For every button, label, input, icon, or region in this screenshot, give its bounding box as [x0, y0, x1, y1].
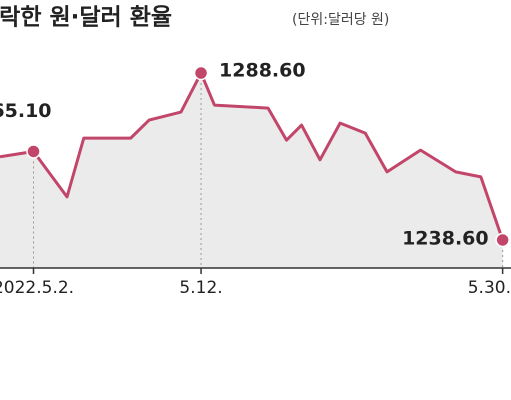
point [495, 232, 510, 248]
value-label: 1288.60 [219, 60, 306, 82]
value-label: 1238.60 [402, 227, 489, 249]
area [0, 73, 503, 268]
chart-title: 급락한 원·달러 환율 [0, 5, 172, 31]
value-label: 1265.10 [0, 100, 52, 122]
chart-subtitle: (단위:달러당 원) [292, 12, 389, 28]
x-tick-label: 5.12. [179, 278, 222, 298]
x-tick-label: 5.30. [468, 278, 511, 298]
point [193, 65, 209, 81]
line [0, 71, 505, 241]
point [26, 144, 41, 159]
x-tick-label: 2022.5.2. [0, 278, 74, 298]
